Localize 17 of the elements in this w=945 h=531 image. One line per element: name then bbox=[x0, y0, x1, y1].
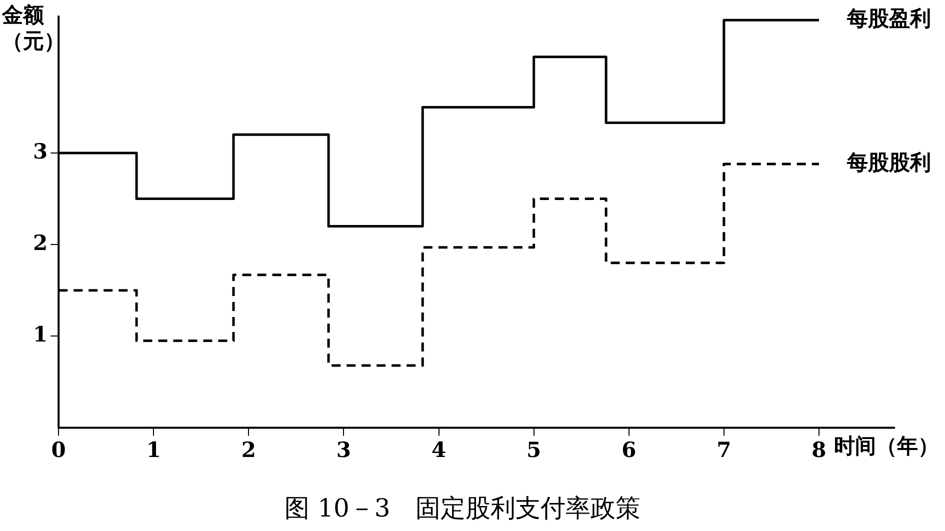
series-label: 每股盈利 bbox=[846, 6, 931, 31]
x-axis-title: 时间（年） bbox=[834, 432, 939, 460]
x-tick-label: 0 bbox=[51, 436, 66, 462]
y-tick-label: 1 bbox=[32, 322, 48, 347]
text: 图 10－3 固定股利支付率政策 bbox=[284, 494, 640, 522]
x-tick-label: 2 bbox=[241, 436, 256, 462]
series-label: 每股股利 bbox=[846, 149, 931, 174]
x-tick-label: 3 bbox=[336, 436, 352, 462]
x-tick-label: 4 bbox=[431, 436, 446, 462]
x-tick-label: 1 bbox=[146, 436, 161, 462]
y-axis-title: 金额（元） bbox=[2, 2, 66, 54]
y-tick-label: 2 bbox=[32, 230, 48, 256]
x-tick-label: 8 bbox=[812, 436, 826, 462]
x-tick-label: 5 bbox=[526, 436, 542, 462]
x-tick-label: 7 bbox=[716, 436, 732, 462]
x-tick-label: 6 bbox=[622, 436, 636, 462]
y-tick-label: 3 bbox=[32, 138, 48, 164]
